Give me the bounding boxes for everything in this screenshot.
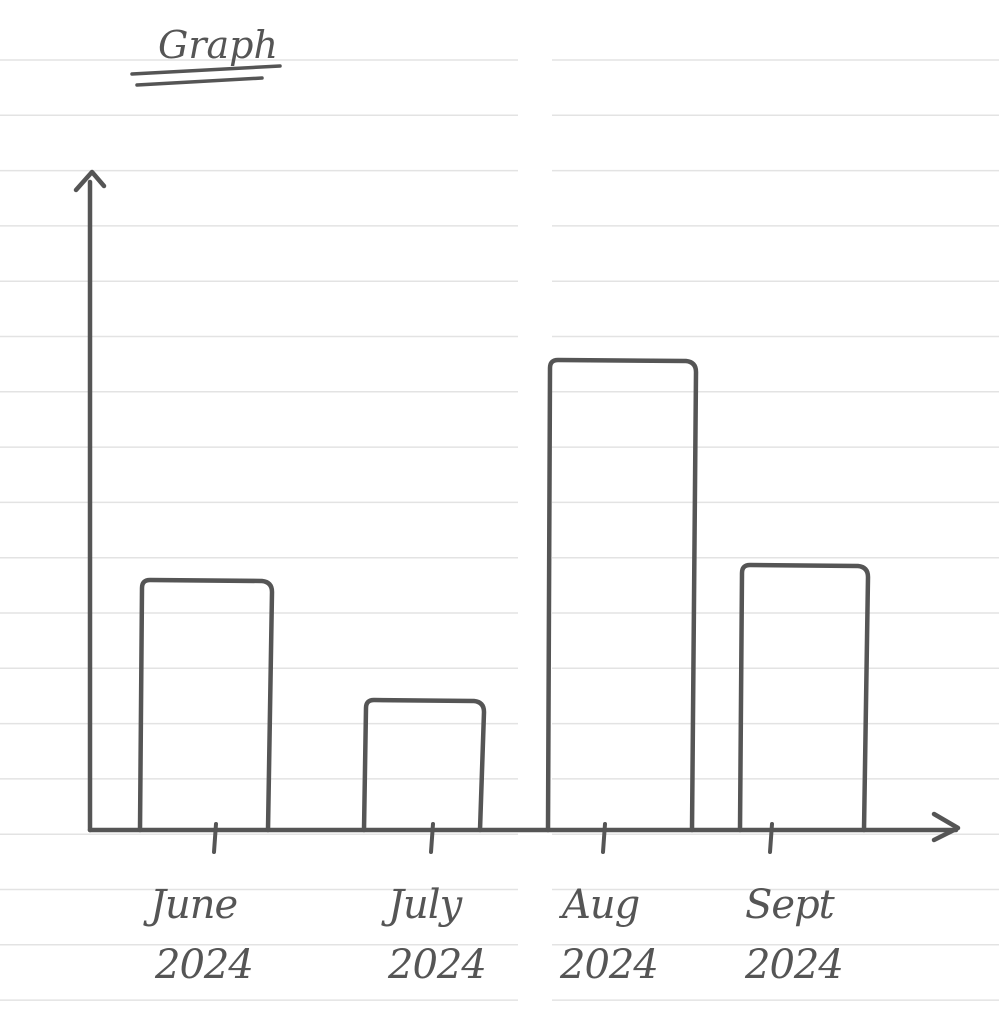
bar-june bbox=[137, 577, 275, 833]
x-tick-label-month: July bbox=[381, 882, 464, 928]
x-tick-labels: June 2024 July 2024 Aug 2024 Sept 2024 bbox=[143, 882, 844, 988]
x-tick bbox=[212, 822, 218, 854]
bars bbox=[137, 357, 871, 833]
bar-aug bbox=[545, 357, 699, 833]
x-tick-label-year: 2024 bbox=[387, 942, 486, 988]
bar-sept bbox=[737, 562, 871, 833]
x-tick-label-year: 2024 bbox=[559, 942, 658, 988]
chart-title: Graph bbox=[158, 23, 278, 67]
x-tick-label-year: 2024 bbox=[154, 942, 253, 988]
x-tick-label-month: Aug bbox=[558, 882, 639, 928]
x-axis-arrow bbox=[931, 811, 961, 843]
x-tick-label-year: 2024 bbox=[744, 942, 843, 988]
x-ticks bbox=[212, 822, 774, 854]
bar-july bbox=[361, 697, 487, 833]
notebook-ruled-lines bbox=[0, 59, 999, 1001]
x-tick bbox=[429, 822, 435, 854]
x-tick bbox=[601, 822, 607, 854]
y-axis-arrow bbox=[73, 169, 107, 193]
x-tick-label-month: Sept bbox=[745, 882, 836, 928]
x-tick-label-month: June bbox=[143, 882, 237, 928]
x-tick bbox=[768, 822, 774, 854]
title-underline bbox=[130, 64, 282, 87]
